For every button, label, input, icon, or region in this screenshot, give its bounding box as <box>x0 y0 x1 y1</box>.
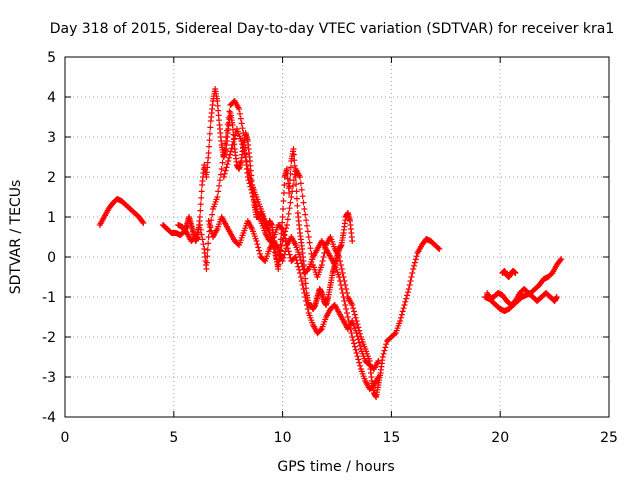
data-point <box>249 190 256 196</box>
data-point <box>301 206 308 212</box>
data-point <box>401 302 408 308</box>
x-tick-label: 20 <box>491 430 509 446</box>
y-tick-labels: -4 -3 -2 -1 0 1 2 3 4 5 <box>42 50 56 426</box>
data-point <box>205 218 212 224</box>
data-point <box>405 286 412 292</box>
y-tick-label: -2 <box>42 330 56 346</box>
y-tick-label: 3 <box>47 130 56 146</box>
data-point <box>340 294 347 300</box>
chart-title: Day 318 of 2015, Sidereal Day-to-day VTE… <box>50 21 615 37</box>
y-tick-label: 4 <box>47 90 56 106</box>
data-point <box>349 334 356 340</box>
y-axis-title: SDTVAR / TECUs <box>8 180 24 295</box>
y-tick-label: 0 <box>47 250 56 266</box>
plot-frame <box>64 56 610 418</box>
data-point <box>344 314 351 320</box>
y-tick-label: -4 <box>42 410 56 426</box>
data-point <box>283 222 290 228</box>
data-point <box>279 214 286 220</box>
series-trace-arc-05 <box>206 215 381 392</box>
y-tick-label: -1 <box>42 290 56 306</box>
data-point <box>305 234 312 240</box>
series-trace-arc-01 <box>97 196 146 227</box>
data-point <box>225 158 232 164</box>
y-tick-label: -3 <box>42 370 56 386</box>
data-point <box>220 174 227 180</box>
x-axis-title: GPS time / hours <box>277 459 394 475</box>
x-tick-label: 5 <box>169 430 178 446</box>
data-point <box>229 142 236 148</box>
x-tick-label: 0 <box>61 430 70 446</box>
series-trace-arc-03 <box>176 98 442 400</box>
data-point <box>218 166 225 172</box>
x-tick-label: 15 <box>382 430 400 446</box>
data-marks <box>96 86 565 400</box>
x-tick-labels: 0 5 10 15 20 25 <box>61 430 618 446</box>
data-point <box>288 194 295 200</box>
data-point <box>275 262 282 268</box>
data-point <box>410 266 417 272</box>
data-point <box>240 130 247 136</box>
data-point <box>353 350 360 356</box>
series-trace-arc-04 <box>221 128 381 372</box>
y-tick-label: 2 <box>47 170 56 186</box>
series-trace-arc-08 <box>499 268 518 280</box>
x-tick-label: 10 <box>274 430 292 446</box>
y-tick-label: 1 <box>47 210 56 226</box>
axis-ticks <box>64 56 610 418</box>
series-trace-arc-07 <box>482 286 560 308</box>
y-tick-label: 5 <box>47 50 56 66</box>
grid <box>65 57 609 417</box>
data-point <box>223 134 230 140</box>
x-tick-label: 25 <box>600 430 618 446</box>
data-point <box>301 290 308 296</box>
series-trace-arc-06 <box>485 257 564 314</box>
